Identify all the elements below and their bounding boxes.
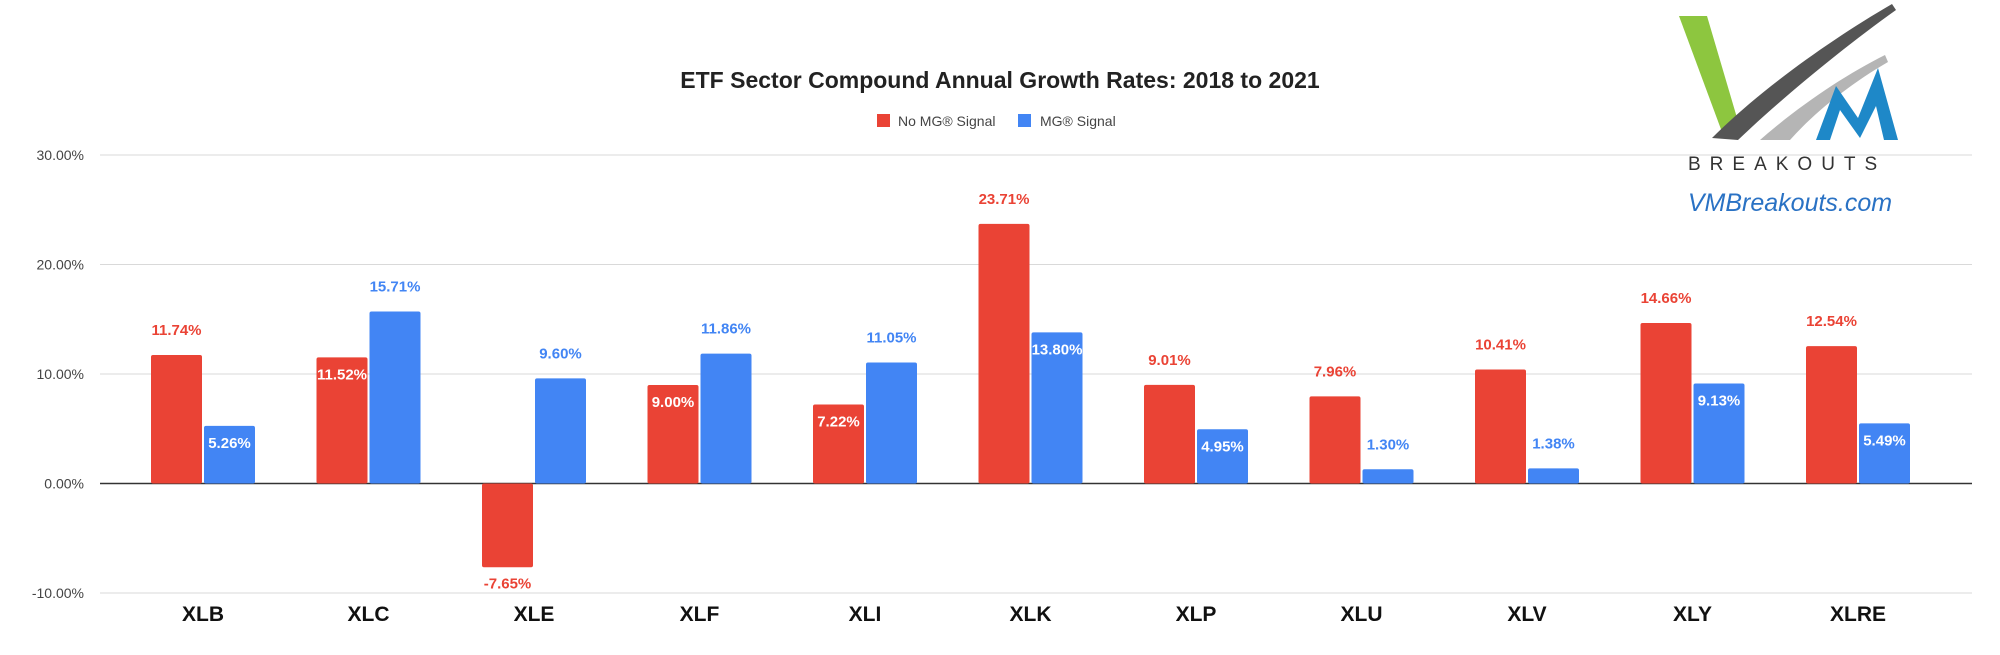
logo-swoosh-light	[1760, 55, 1888, 140]
x-tick-label-xlb: XLB	[182, 603, 224, 626]
bar-xlb-no-mg-signal	[151, 354, 202, 484]
bar-xlre-no-mg-signal	[1806, 346, 1857, 484]
legend-swatch-mg-signal	[1018, 114, 1031, 127]
data-label-xlp-no-mg-signal: 9.01%	[1148, 352, 1191, 369]
x-tick-label-xli: XLI	[849, 603, 882, 626]
data-label-xlu-mg-signal: 1.30%	[1367, 436, 1410, 453]
x-tick-label-xlc: XLC	[348, 603, 390, 626]
bar-xlp-no-mg-signal	[1144, 384, 1195, 484]
bar-xlc-mg-signal	[369, 311, 421, 484]
bar-xlre-mg-signal	[1859, 423, 1910, 484]
x-tick-label-xlp: XLP	[1176, 603, 1217, 626]
bars	[151, 223, 1910, 568]
data-label-xlv-no-mg-signal: 10.41%	[1475, 337, 1526, 354]
bar-xlv-mg-signal	[1528, 468, 1579, 484]
bar-xly-no-mg-signal	[1640, 322, 1692, 484]
logo-v-green-shape	[1679, 16, 1740, 132]
bar-xlf-no-mg-signal	[647, 384, 699, 484]
x-tick-label-xlf: XLF	[680, 603, 720, 626]
data-label-xli-no-mg-signal: 7.22%	[817, 413, 860, 430]
data-label-xli-mg-signal: 11.05%	[866, 330, 916, 347]
bar-xlv-no-mg-signal	[1475, 369, 1526, 484]
bar-xlu-no-mg-signal	[1309, 396, 1361, 484]
bar-xli-no-mg-signal	[813, 404, 864, 484]
y-tick-label: 20.00%	[37, 257, 84, 273]
logo-wordmark: BREAKOUTS	[1688, 154, 1886, 175]
x-tick-label-xly: XLY	[1673, 603, 1712, 626]
bar-xli-mg-signal	[866, 362, 917, 484]
logo-m-blue-shape	[1816, 68, 1898, 140]
x-tick-label-xlk: XLK	[1010, 603, 1052, 626]
bar-xlu-mg-signal	[1362, 469, 1414, 484]
data-label-xly-mg-signal: 9.13%	[1698, 393, 1741, 410]
data-label-xlb-no-mg-signal: 11.74%	[151, 322, 201, 339]
data-label-xlv-mg-signal: 1.38%	[1532, 435, 1575, 452]
bar-xlc-no-mg-signal	[316, 357, 368, 484]
data-label-xlp-mg-signal: 4.95%	[1201, 438, 1244, 455]
bar-xle-mg-signal	[535, 378, 586, 484]
legend-swatch-no-mg-signal	[877, 114, 890, 127]
legend-label-no-mg-signal: No MG® Signal	[898, 113, 995, 129]
data-label-xly-no-mg-signal: 14.66%	[1641, 290, 1692, 307]
data-label-xlb-mg-signal: 5.26%	[208, 435, 251, 452]
y-axis-ticks: 30.00% 20.00% 10.00% 0.00% -10.00%	[32, 147, 84, 601]
data-labels: 11.74% 5.26% 11.52% 15.71% -7.65% 9.60% 9.00% 1…	[151, 191, 1905, 592]
legend-label-mg-signal: MG® Signal	[1040, 113, 1116, 129]
logo-swoosh-dark	[1712, 4, 1896, 140]
vm-breakouts-logo: BREAKOUTS VMBreakouts.com	[1679, 4, 1898, 217]
x-tick-label-xle: XLE	[514, 603, 555, 626]
bar-xlf-mg-signal	[700, 353, 752, 484]
bar-xlk-mg-signal	[1031, 332, 1083, 484]
bar-xle-no-mg-signal	[482, 483, 533, 568]
y-tick-label: 0.00%	[44, 476, 84, 492]
legend: No MG® Signal MG® Signal	[877, 113, 1116, 129]
x-tick-label-xlv: XLV	[1507, 603, 1546, 626]
chart-title: ETF Sector Compound Annual Growth Rates:…	[680, 67, 1320, 93]
data-label-xle-no-mg-signal: -7.65%	[484, 575, 532, 592]
data-label-xlu-no-mg-signal: 7.96%	[1314, 363, 1357, 380]
data-label-xlc-mg-signal: 15.71%	[370, 278, 421, 295]
data-label-xlre-no-mg-signal: 12.54%	[1806, 313, 1857, 330]
x-axis-ticks: XLB XLC XLE XLF XLI XLK XLP XLU XLV XLY XLRE	[182, 603, 1886, 626]
bar-xlb-mg-signal	[204, 425, 255, 484]
data-label-xlf-no-mg-signal: 9.00%	[652, 394, 695, 411]
y-tick-label: -10.00%	[32, 585, 84, 601]
data-label-xlk-no-mg-signal: 23.71%	[979, 191, 1030, 208]
data-label-xle-mg-signal: 9.60%	[539, 345, 582, 362]
x-tick-label-xlre: XLRE	[1830, 603, 1886, 626]
data-label-xlk-mg-signal: 13.80%	[1032, 341, 1083, 358]
y-tick-label: 30.00%	[37, 147, 84, 163]
data-label-xlf-mg-signal: 11.86%	[701, 321, 751, 338]
data-label-xlc-no-mg-signal: 11.52%	[317, 366, 367, 383]
data-label-xlre-mg-signal: 5.49%	[1863, 432, 1906, 449]
bar-xlk-no-mg-signal	[978, 223, 1030, 484]
logo-website-url: VMBreakouts.com	[1688, 189, 1892, 217]
bar-xlp-mg-signal	[1197, 429, 1248, 484]
x-tick-label-xlu: XLU	[1341, 603, 1383, 626]
bar-xly-mg-signal	[1693, 383, 1745, 484]
y-tick-label: 10.00%	[37, 366, 84, 382]
